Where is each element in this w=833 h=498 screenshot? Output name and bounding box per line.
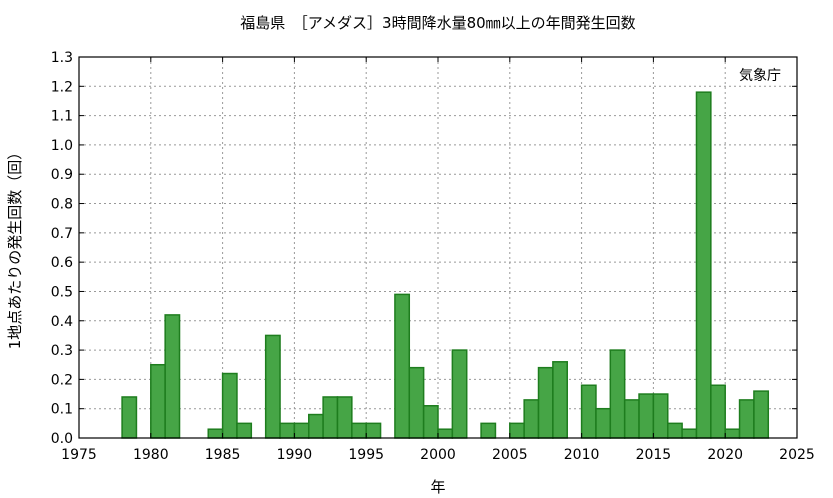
y-tick-label: 0.5 [51,284,73,300]
y-tick-label: 1.2 [51,79,73,95]
bars [121,91,770,439]
bar-1987 [236,422,253,439]
bar-2013 [609,349,626,439]
bar-2000 [422,405,439,439]
y-tick-label: 0.7 [51,226,73,242]
bar-2006 [509,422,525,439]
y-tick-label: 0.3 [51,343,73,359]
y-tick-label: 0.6 [51,255,73,271]
bar-2004 [480,422,497,439]
bar-2008 [537,366,554,439]
bar-2022 [738,399,755,439]
x-tick-label: 1975 [61,447,97,463]
y-tick-label: 1.3 [51,50,73,66]
bar-1982 [164,314,181,439]
grid-lines [79,57,797,438]
x-tick-label: 2010 [564,447,600,463]
bar-2015 [638,393,655,439]
bar-2002 [451,349,468,439]
bar-1985 [207,428,224,439]
bar-1998 [394,293,411,439]
bar-2017 [667,422,683,439]
bar-1992 [308,413,324,439]
x-tick-label: 2025 [779,447,815,463]
x-tick-label: 1990 [277,447,313,463]
bar-1981 [150,363,166,439]
bar-1995 [351,422,367,439]
y-tick-label: 1.0 [51,138,73,154]
y-tick-label: 0.1 [51,402,73,418]
bar-2012 [595,407,612,439]
bar-2011 [580,384,597,439]
y-tick-label: 0.9 [51,167,73,183]
bar-1993 [322,396,339,439]
x-tick-label: 2015 [636,447,672,463]
bar-1986 [221,372,238,439]
source-annotation: 気象庁 [739,68,781,84]
x-tick-label: 1985 [205,447,241,463]
ticks: 0.0 0.1 0.2 0.3 0.4 0.5 0.6 0.7 0.8 0.9 1.0 1.1 1.2 1… [51,50,815,463]
bar-1996 [365,422,382,439]
bar-2023 [753,390,770,439]
bar-1990 [279,422,296,439]
y-tick-label: 0.4 [51,314,73,330]
bar-2001 [437,428,454,439]
x-tick-label: 1980 [133,447,169,463]
x-tick-label: 2000 [420,447,456,463]
bar-2016 [652,393,669,439]
x-tick-label: 1995 [348,447,384,463]
y-axis-label: 1地点あたりの発生回数（回） [6,145,24,350]
bar-1989 [264,334,281,439]
bar-2021 [724,428,741,439]
bar-2014 [623,399,640,439]
x-tick-label: 2005 [492,447,528,463]
x-axis-label: 年 [430,478,445,496]
y-tick-label: 1.1 [51,109,73,125]
bar-2019 [695,91,712,439]
bar-2009 [552,361,568,439]
chart-title: 福島県 ［アメダス］3時間降水量80㎜以上の年間発生回数 [240,14,635,32]
bar-1999 [408,366,425,439]
bar-2018 [681,428,698,439]
bar-2020 [710,384,726,439]
bar-2007 [523,399,540,439]
x-tick-label: 2020 [707,447,743,463]
y-tick-label: 0.2 [51,372,73,388]
bar-1979 [121,396,138,439]
bar-1991 [293,422,310,439]
bar-1994 [336,396,353,439]
y-tick-label: 0.8 [51,197,73,213]
y-tick-label: 0.0 [51,431,73,447]
